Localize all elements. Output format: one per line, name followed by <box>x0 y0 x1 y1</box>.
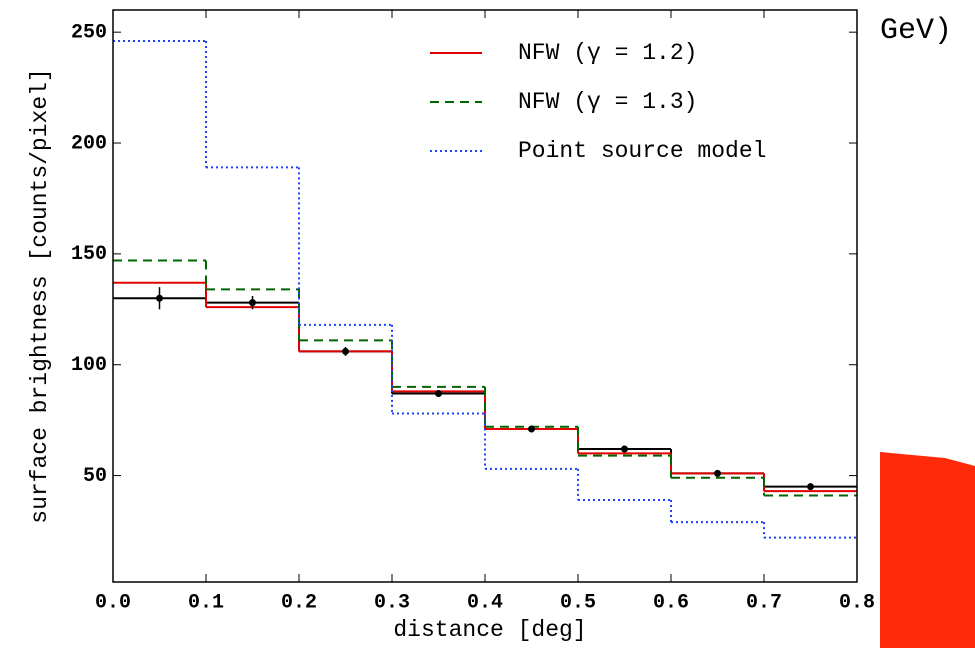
x-tick-label: 0.5 <box>560 591 596 614</box>
x-tick-label: 0.0 <box>95 591 131 614</box>
x-tick-label: 0.1 <box>188 591 224 614</box>
data-point <box>156 294 163 302</box>
legend-label: NFW (γ = 1.3) <box>518 89 697 115</box>
x-tick-label: 0.6 <box>653 591 689 614</box>
plot-frame <box>112 9 858 583</box>
y-tick-label: 50 <box>83 465 107 488</box>
cropped-label: GeV) <box>880 14 952 48</box>
legend-label: Point source model <box>518 138 766 164</box>
y-tick-label: 250 <box>71 21 107 44</box>
data-point <box>528 425 535 433</box>
cropped-figure <box>880 452 975 648</box>
x-tick-label: 0.7 <box>746 591 782 614</box>
y-axis-label: surface brightness [counts/pixel] <box>27 68 53 523</box>
x-tick-label: 0.8 <box>839 591 875 614</box>
y-tick-label: 150 <box>71 243 107 266</box>
x-tick-label: 0.4 <box>467 591 503 614</box>
y-tick-label: 200 <box>71 132 107 155</box>
data-point <box>621 445 628 453</box>
data-point <box>714 469 721 477</box>
x-tick-label: 0.2 <box>281 591 317 614</box>
data-point <box>807 483 814 491</box>
data-point <box>435 390 442 398</box>
x-axis-label: distance [deg] <box>393 617 586 643</box>
data-point <box>342 347 349 355</box>
data-point <box>249 299 256 307</box>
y-tick-label: 100 <box>71 354 107 377</box>
legend-label: NFW (γ = 1.2) <box>518 40 697 66</box>
x-tick-label: 0.3 <box>374 591 410 614</box>
